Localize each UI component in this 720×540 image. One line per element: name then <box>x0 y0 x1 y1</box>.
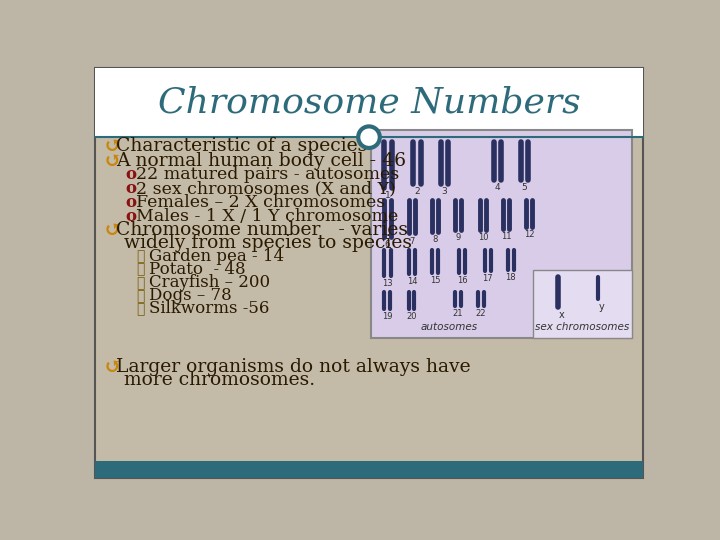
Text: Crayfish – 200: Crayfish – 200 <box>149 274 270 291</box>
Text: 11: 11 <box>501 232 511 241</box>
Text: y: y <box>598 302 604 312</box>
Text: o: o <box>126 194 137 211</box>
Bar <box>533 269 632 338</box>
Text: 1: 1 <box>385 191 391 200</box>
Text: 13: 13 <box>382 279 393 288</box>
Text: 9: 9 <box>456 233 461 242</box>
Text: Garden pea - 14: Garden pea - 14 <box>149 248 284 265</box>
Text: x: x <box>559 309 564 320</box>
Text: 15: 15 <box>430 276 441 285</box>
Text: more chromosomes.: more chromosomes. <box>124 371 315 389</box>
Text: 4: 4 <box>495 184 500 192</box>
Text: A normal human body cell - 46: A normal human body cell - 46 <box>117 152 406 170</box>
Text: 20: 20 <box>407 312 417 321</box>
Text: 22: 22 <box>476 309 486 318</box>
Text: Chromosome Numbers: Chromosome Numbers <box>158 85 580 119</box>
Text: 17: 17 <box>482 274 493 284</box>
Text: 5: 5 <box>522 184 528 192</box>
Text: 3: 3 <box>441 187 447 196</box>
Text: 10: 10 <box>477 233 488 242</box>
Text: Characteristic of a species: Characteristic of a species <box>117 137 368 154</box>
Text: Males - 1 X / 1 Y chromosome: Males - 1 X / 1 Y chromosome <box>137 208 399 225</box>
Text: 19: 19 <box>382 312 392 321</box>
Text: Potato  - 48: Potato - 48 <box>149 261 246 278</box>
Text: 7: 7 <box>410 237 415 246</box>
Text: 14: 14 <box>407 278 418 286</box>
Text: 18: 18 <box>505 273 516 282</box>
Text: Silkworms -56: Silkworms -56 <box>149 300 269 318</box>
FancyBboxPatch shape <box>95 68 643 477</box>
Text: 8: 8 <box>433 235 438 244</box>
Text: 6: 6 <box>384 240 390 248</box>
Text: widely from species to species: widely from species to species <box>124 234 412 252</box>
Text: ∅: ∅ <box>137 289 145 303</box>
Text: ∅: ∅ <box>137 302 145 316</box>
Text: o: o <box>126 208 137 225</box>
Text: ↺: ↺ <box>104 220 122 240</box>
Text: 2: 2 <box>414 187 420 196</box>
Text: 16: 16 <box>457 276 467 285</box>
Text: ∅: ∅ <box>137 276 145 289</box>
Text: ↺: ↺ <box>104 136 122 156</box>
Text: autosomes: autosomes <box>420 322 477 332</box>
Bar <box>95 461 643 477</box>
Text: o: o <box>126 180 137 197</box>
Text: ↺: ↺ <box>104 356 122 376</box>
Text: 22 matured pairs - autosomes: 22 matured pairs - autosomes <box>137 166 400 184</box>
Text: Chromosome number   - varies: Chromosome number - varies <box>117 221 408 239</box>
Text: 21: 21 <box>453 309 463 318</box>
Circle shape <box>359 126 379 148</box>
Text: 2 sex chromosomes (X and Y): 2 sex chromosomes (X and Y) <box>137 180 396 197</box>
Text: ∅: ∅ <box>137 249 145 264</box>
Text: Larger organisms do not always have: Larger organisms do not always have <box>117 357 471 376</box>
Bar <box>95 68 643 137</box>
Text: sex chromosomes: sex chromosomes <box>536 322 630 332</box>
Bar <box>371 130 632 338</box>
Text: 12: 12 <box>524 231 534 239</box>
Text: ↺: ↺ <box>104 151 122 171</box>
Text: ∅: ∅ <box>137 262 145 276</box>
Text: Dogs – 78: Dogs – 78 <box>149 287 232 305</box>
Text: o: o <box>126 166 137 184</box>
Text: Females – 2 X chromosomes: Females – 2 X chromosomes <box>137 194 386 211</box>
